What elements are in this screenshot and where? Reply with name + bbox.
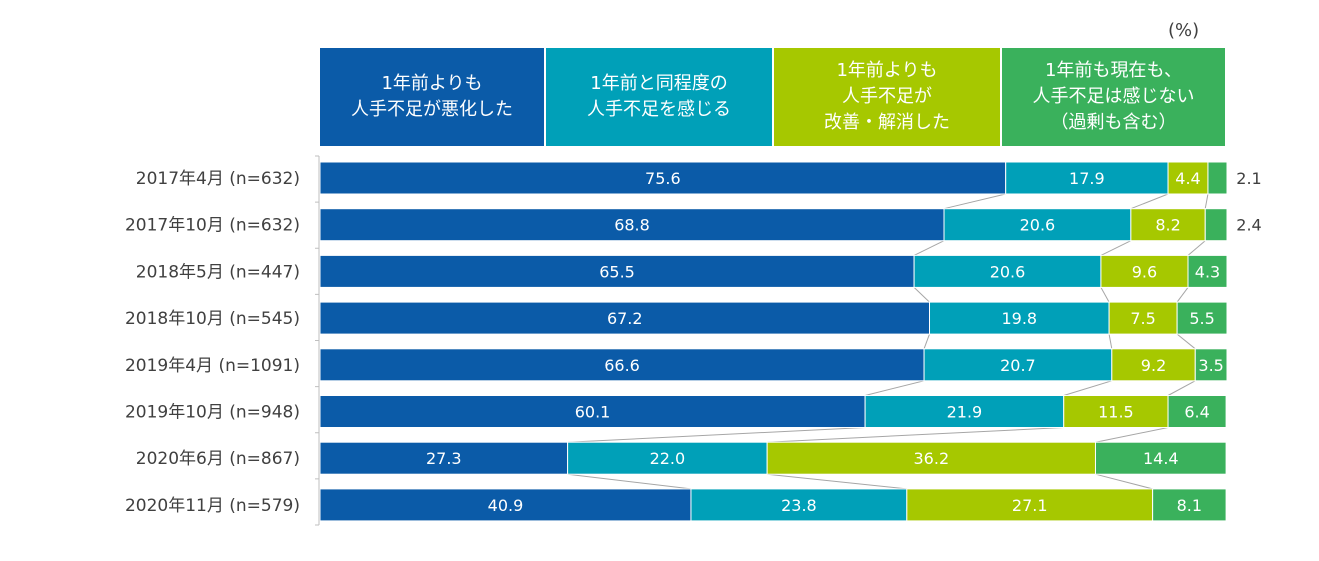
data-label: 60.1: [575, 403, 611, 422]
category-label: 2017年4月 (n=632): [136, 169, 300, 189]
bar-segment: [1111, 348, 1196, 382]
legend-item: 1年前よりも 人手不足が 改善・解消した: [774, 48, 1000, 146]
bar-segment: [319, 348, 925, 382]
category-label: 2018年5月 (n=447): [136, 262, 300, 282]
data-label: 67.2: [607, 309, 643, 328]
data-label: 4.3: [1195, 262, 1220, 281]
data-label: 2.1: [1236, 169, 1261, 188]
legend-item: 1年前と同程度の 人手不足を感じる: [546, 48, 772, 146]
connector-line: [1130, 193, 1169, 210]
bar-segment: [1167, 395, 1227, 428]
data-label: 23.8: [781, 496, 817, 515]
connector-line: [767, 473, 907, 490]
data-label: 7.5: [1130, 309, 1155, 328]
data-label: 4.4: [1175, 169, 1200, 188]
connector-line: [1095, 473, 1153, 490]
connector-line: [1176, 333, 1196, 350]
category-label: 2020年11月 (n=579): [125, 496, 300, 516]
data-label: 19.8: [1001, 309, 1037, 328]
connector-line: [943, 193, 1006, 210]
data-label: 75.6: [645, 169, 681, 188]
connector-line: [913, 287, 930, 303]
bar-segment: [1204, 208, 1228, 242]
data-label: 17.9: [1069, 169, 1105, 188]
legend-item: 1年前も現在も、 人手不足は感じない （過剰も含む）: [1002, 48, 1225, 146]
category-label: 2019年4月 (n=1091): [125, 356, 300, 376]
data-label: 20.6: [1020, 216, 1056, 235]
bar-segment: [906, 488, 1154, 522]
bar-segment: [567, 441, 768, 475]
bar-segment: [943, 208, 1132, 242]
connector-line: [1100, 287, 1110, 303]
data-label: 8.1: [1177, 496, 1202, 515]
connector-line: [864, 380, 925, 396]
data-label: 3.5: [1198, 356, 1223, 375]
bar-segment: [319, 395, 866, 428]
bar-segment: [319, 301, 931, 335]
bar-segment: [1207, 161, 1228, 195]
bar-segment: [1130, 208, 1206, 242]
bar-segment: [1194, 348, 1228, 382]
data-label: 14.4: [1143, 449, 1179, 468]
data-label: 27.1: [1012, 496, 1048, 515]
category-label: 2017年10月 (n=632): [125, 216, 300, 236]
data-label: 6.4: [1184, 403, 1209, 422]
data-label: 40.9: [488, 496, 524, 515]
bar-segment: [766, 441, 1096, 475]
data-label: 66.6: [604, 356, 640, 375]
bar-segment: [1108, 301, 1178, 335]
data-label: 20.6: [990, 262, 1026, 281]
data-label: 27.3: [426, 449, 462, 468]
connector-line: [767, 427, 1064, 443]
bar-segment: [319, 254, 915, 288]
connector-line: [567, 427, 866, 443]
data-label: 36.2: [914, 449, 950, 468]
bar-segment: [319, 441, 569, 475]
bar-segment: [1187, 254, 1228, 288]
data-label: 2.4: [1236, 216, 1261, 235]
connector-line: [1176, 287, 1189, 303]
bar-segment: [1167, 161, 1209, 195]
unit-label: (%): [1168, 20, 1200, 41]
connector-line: [923, 333, 930, 349]
bar-segment: [1005, 161, 1169, 195]
bar-segment: [1176, 301, 1228, 335]
connector-line: [913, 240, 945, 256]
data-label: 11.5: [1098, 403, 1134, 422]
connector-line: [567, 473, 692, 490]
data-label: 8.2: [1155, 216, 1180, 235]
connector-line: [1100, 240, 1132, 256]
bar-segment: [1152, 488, 1227, 522]
bar-segment: [864, 395, 1065, 428]
category-label: 2019年10月 (n=948): [125, 403, 300, 423]
connector-line: [1108, 334, 1113, 349]
connector-line: [1187, 240, 1206, 256]
data-label: 68.8: [614, 216, 650, 235]
connector-line: [1095, 427, 1169, 443]
data-label: 20.7: [1000, 356, 1036, 375]
category-label: 2018年10月 (n=545): [125, 309, 300, 329]
connector-line: [1063, 380, 1112, 396]
bar-segment: [913, 254, 1102, 288]
data-label: 21.9: [947, 403, 983, 422]
data-label: 9.6: [1132, 262, 1157, 281]
bar-segment: [319, 208, 945, 242]
legend-item: 1年前よりも 人手不足が悪化した: [320, 48, 544, 146]
connector-line: [1167, 380, 1196, 396]
data-label: 9.2: [1141, 356, 1166, 375]
data-label: 5.5: [1189, 309, 1214, 328]
bar-segment: [1100, 254, 1189, 288]
bar-segment: [690, 488, 908, 522]
bar-segment: [1094, 441, 1227, 475]
data-label: 65.5: [599, 262, 635, 281]
connector-line: [1204, 193, 1209, 209]
data-label: 22.0: [650, 449, 686, 468]
category-label: 2020年6月 (n=867): [136, 449, 300, 469]
